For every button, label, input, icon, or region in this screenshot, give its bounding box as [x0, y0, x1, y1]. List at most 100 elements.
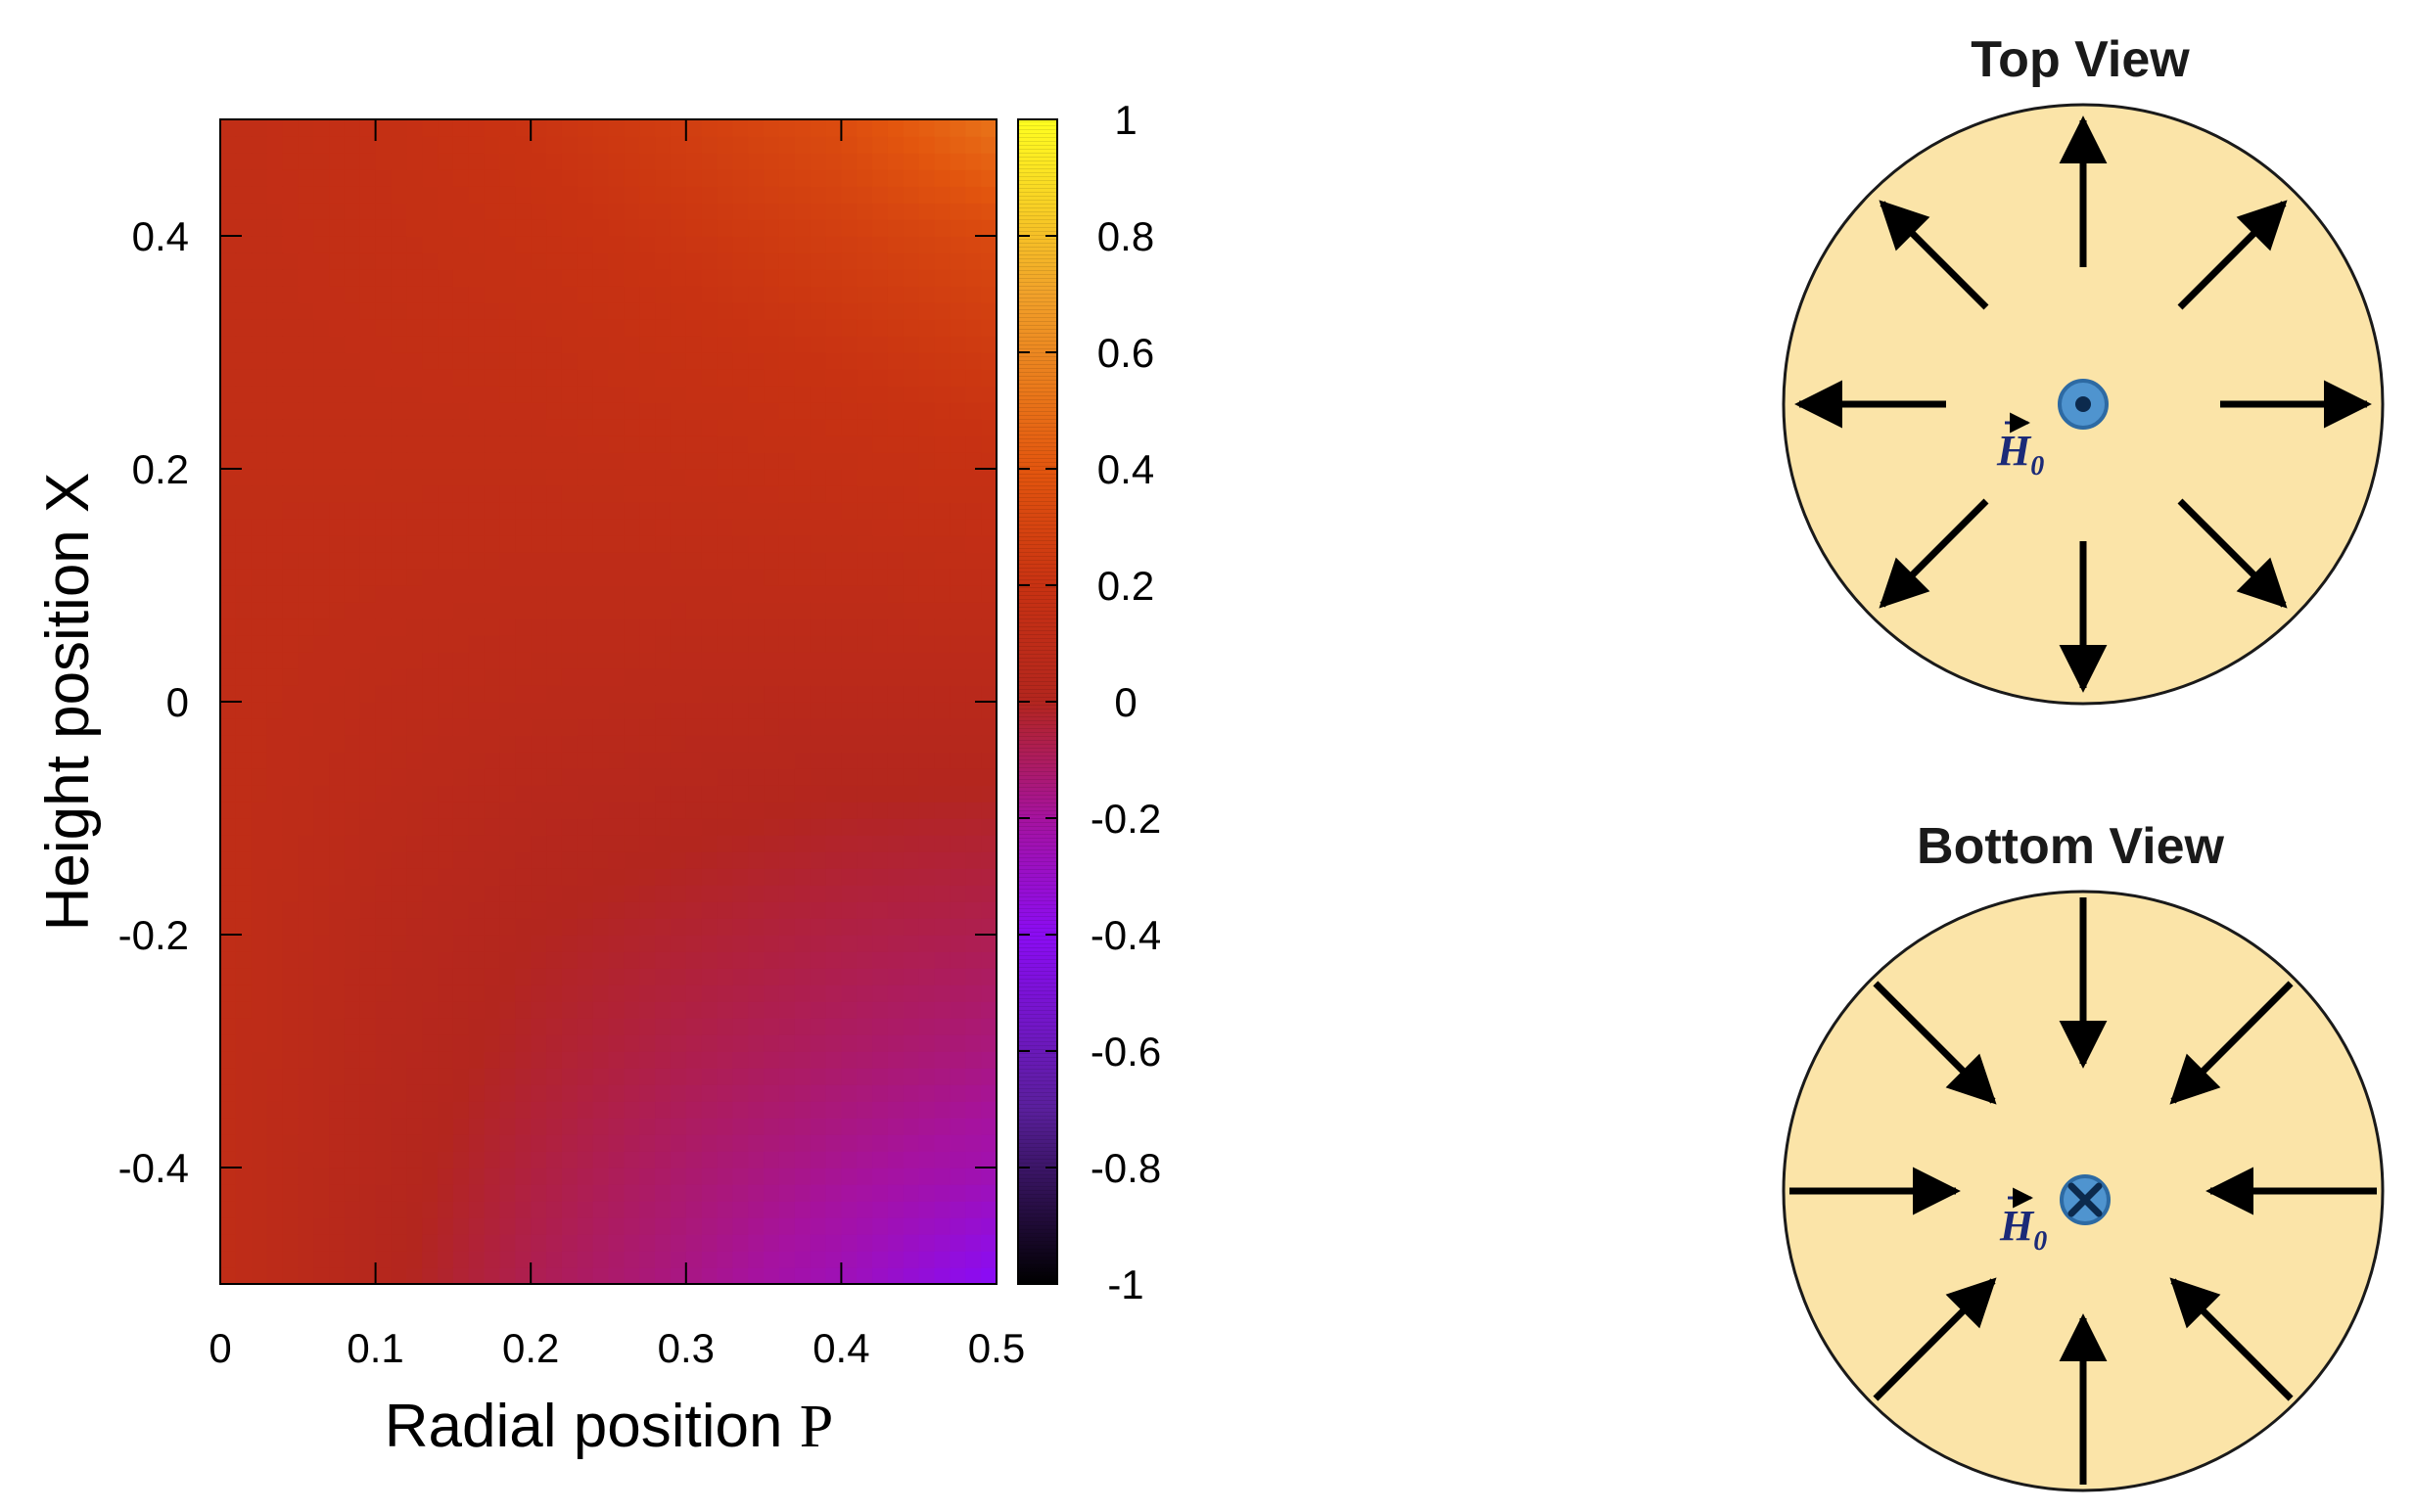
heatmap-cell	[965, 652, 982, 669]
heatmap-cell	[251, 502, 268, 520]
heatmap-cell	[794, 1234, 812, 1252]
heatmap-cell	[438, 469, 454, 486]
heatmap-cell	[282, 968, 300, 985]
heatmap-cell	[531, 652, 547, 669]
heatmap-cell	[468, 1234, 486, 1252]
heatmap-cell	[546, 203, 563, 220]
heatmap-cell	[608, 419, 626, 436]
heatmap-cell	[266, 1217, 284, 1235]
heatmap-cell	[515, 1201, 532, 1218]
heatmap-cell	[282, 1018, 300, 1035]
heatmap-cell	[592, 236, 610, 253]
heatmap-cell	[282, 835, 300, 852]
heatmap-cell	[313, 535, 330, 553]
heatmap-cell	[701, 735, 719, 753]
heatmap-cell	[748, 452, 765, 470]
heatmap-cell	[872, 1051, 889, 1069]
heatmap-cell	[282, 918, 300, 936]
heatmap-cell	[918, 1267, 936, 1284]
heatmap-cell	[934, 802, 952, 819]
heatmap-cell	[499, 502, 517, 520]
heatmap-cell	[468, 668, 486, 686]
colorbar-tick-label: -0.8	[1091, 1145, 1161, 1191]
heatmap-cell	[298, 535, 314, 553]
heatmap-cell	[577, 452, 594, 470]
heatmap-cell	[685, 1001, 703, 1019]
heatmap-cell	[887, 735, 905, 753]
heatmap-cell	[717, 968, 734, 985]
heatmap-cell	[872, 1151, 889, 1168]
heatmap-cell	[220, 119, 237, 137]
heatmap-cell	[778, 901, 796, 919]
heatmap-cell	[468, 1034, 486, 1052]
heatmap-cell	[732, 619, 750, 636]
heatmap-cell	[670, 286, 687, 303]
heatmap-cell	[344, 802, 361, 819]
heatmap-cell	[468, 569, 486, 586]
heatmap-cell	[685, 219, 703, 237]
heatmap-cell	[841, 502, 859, 520]
heatmap-cell	[639, 435, 656, 453]
heatmap-cell	[764, 1068, 780, 1085]
heatmap-cell	[220, 386, 237, 403]
heatmap-cell	[748, 519, 765, 536]
heatmap-cell	[748, 1234, 765, 1252]
heatmap-cell	[251, 901, 268, 919]
heatmap-cell	[531, 1234, 547, 1252]
heatmap-cell	[359, 785, 377, 802]
heatmap-cell	[810, 968, 827, 985]
heatmap-cell	[732, 652, 750, 669]
heatmap-cell	[438, 552, 454, 570]
heatmap-cell	[282, 369, 300, 387]
heatmap-cell	[546, 419, 563, 436]
heatmap-cell	[825, 1068, 843, 1085]
heatmap-cell	[561, 1251, 579, 1268]
heatmap-cell	[872, 1267, 889, 1284]
heatmap-cell	[825, 918, 843, 936]
heatmap-cell	[639, 203, 656, 220]
heatmap-cell	[359, 901, 377, 919]
heatmap-cell	[965, 885, 982, 902]
heatmap-cell	[794, 236, 812, 253]
heatmap-cell	[235, 203, 253, 220]
heatmap-cell	[732, 336, 750, 353]
heatmap-cell	[732, 252, 750, 270]
heatmap-cell	[375, 352, 393, 370]
heatmap-cell	[561, 186, 579, 204]
heatmap-cell	[701, 153, 719, 170]
heatmap-cell	[546, 752, 563, 769]
heatmap-cell	[981, 402, 997, 420]
heatmap-cell	[484, 569, 501, 586]
heatmap-cell	[452, 785, 470, 802]
heatmap-cell	[764, 269, 780, 287]
heatmap-cell	[748, 1068, 765, 1085]
heatmap-cell	[266, 768, 284, 786]
heatmap-cell	[872, 635, 889, 653]
heatmap-cell	[887, 702, 905, 719]
heatmap-cell	[561, 1118, 579, 1135]
heatmap-cell	[825, 1018, 843, 1035]
heatmap-cell	[950, 485, 967, 503]
heatmap-cell	[329, 302, 346, 320]
heatmap-cell	[639, 735, 656, 753]
heatmap-cell	[452, 951, 470, 969]
heatmap-cell	[950, 1151, 967, 1168]
heatmap-cell	[251, 1168, 268, 1185]
heatmap-cell	[794, 1018, 812, 1035]
heatmap-cell	[546, 286, 563, 303]
heatmap-cell	[220, 868, 237, 886]
heatmap-cell	[701, 918, 719, 936]
heatmap-cell	[685, 1068, 703, 1085]
heatmap-cell	[934, 469, 952, 486]
heatmap-cell	[732, 119, 750, 137]
heatmap-cell	[887, 835, 905, 852]
heatmap-cell	[329, 1251, 346, 1268]
heatmap-cell	[452, 386, 470, 403]
heatmap-cell	[764, 735, 780, 753]
heatmap-cell	[406, 901, 423, 919]
heatmap-cell	[608, 1151, 626, 1168]
heatmap-cell	[251, 868, 268, 886]
heatmap-cell	[251, 136, 268, 154]
heatmap-cell	[375, 918, 393, 936]
heatmap-cell	[531, 768, 547, 786]
